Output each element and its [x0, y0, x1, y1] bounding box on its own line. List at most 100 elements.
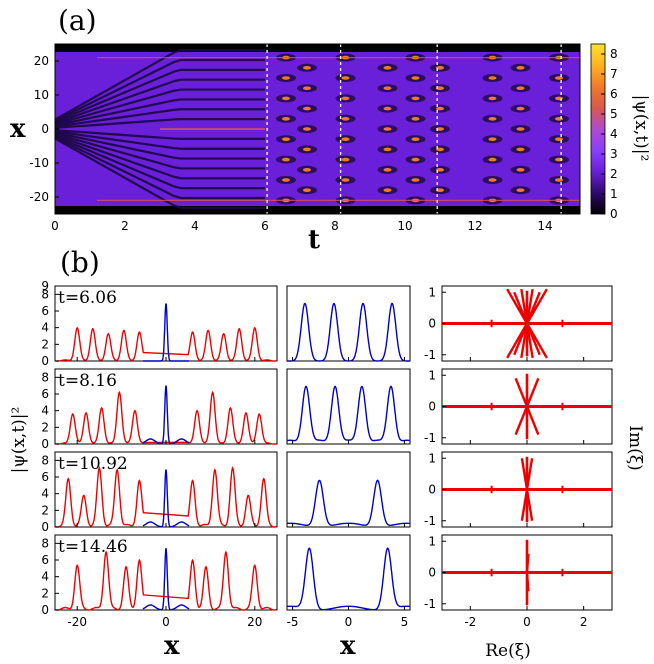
- spectrum-arm: [525, 323, 534, 359]
- heatmap-peak: [555, 157, 563, 162]
- heatmap-peak: [341, 76, 350, 80]
- line-xtick-label: -20: [67, 615, 87, 629]
- line-ytick-label: 8: [41, 370, 49, 384]
- spectrum-arm: [506, 288, 529, 325]
- spectrum-arm: [525, 377, 540, 407]
- heatmap-peak: [383, 127, 392, 131]
- heatmap-peak: [555, 76, 563, 80]
- heatmap-peak: [436, 106, 444, 111]
- heatmap-peak: [516, 147, 525, 152]
- spectrum-arm: [525, 553, 530, 573]
- lines-xlabel-mid: x: [340, 631, 356, 661]
- heatmap-fringe: [55, 135, 265, 190]
- line-curve-full: [55, 390, 277, 445]
- heatmap-xtick-label: 14: [537, 219, 552, 233]
- heatmap-peak: [411, 76, 420, 80]
- heatmap-peak: [282, 137, 290, 141]
- spectrum-ytick-label: 0: [428, 400, 436, 414]
- heatmap-fringe: [55, 68, 265, 123]
- line-curve-center: [142, 469, 190, 528]
- spectrum-xtick-label: -2: [464, 615, 476, 629]
- heatmap-peak: [555, 137, 563, 141]
- heatmap-peak: [282, 157, 290, 162]
- heatmap-fringe: [55, 132, 265, 170]
- heatmap-peak: [282, 117, 290, 121]
- zoom-panel-frame: [286, 368, 411, 445]
- colorbar: [590, 43, 606, 215]
- spectrum-arm: [525, 323, 541, 356]
- line-ytick-label: 8: [41, 287, 49, 301]
- colorbar-tick-label: 3: [610, 147, 618, 161]
- spectrum-arm: [520, 489, 529, 521]
- heatmap-peak: [303, 168, 311, 172]
- heatmap-peak: [303, 188, 311, 192]
- lines-xlabel-left: x: [164, 631, 180, 661]
- spectrum-arm: [520, 458, 529, 490]
- heatmap-ytick-label: 20: [34, 54, 49, 68]
- time-label: t=14.46: [58, 537, 128, 557]
- heatmap-peak: [383, 188, 392, 192]
- heatmap-peak: [383, 147, 392, 152]
- heatmap-peak: [411, 137, 420, 141]
- line-ytick-label-top: 9: [41, 279, 49, 293]
- colorbar-tick-label: 7: [610, 67, 618, 81]
- colorbar-label: |ψ(x,t)|²: [631, 95, 651, 162]
- heatmap-background: [55, 44, 580, 214]
- spectrum-ytick-label: 1: [428, 285, 436, 299]
- heatmap-field: [55, 44, 580, 214]
- panel-label-a: (a): [58, 4, 97, 37]
- spectrum-xtick-label: 0: [523, 615, 531, 629]
- heatmap-peak: [488, 157, 497, 162]
- spectrum-ytick-label: -1: [424, 514, 436, 528]
- heatmap-peak: [341, 96, 350, 101]
- spectrum-arm: [525, 291, 541, 324]
- heatmap-fringe: [55, 129, 265, 140]
- line-xtick-label: 0: [162, 615, 170, 629]
- spectrum-ytick-label: 0: [428, 317, 436, 331]
- spectrum-arm: [520, 288, 529, 324]
- colorbar-tick-label: 4: [610, 127, 618, 141]
- line-xtick-label: 20: [247, 615, 262, 629]
- colorbar-tick-label: 1: [610, 187, 618, 201]
- heatmap-peak: [341, 137, 350, 141]
- zoom-panel-frame: [286, 451, 411, 528]
- spectrum-xtick-label: 2: [580, 615, 588, 629]
- heatmap-peak: [516, 86, 525, 90]
- spectrum-ytick-label: 0: [428, 566, 436, 580]
- spectrum-ytick-label: -1: [424, 348, 436, 362]
- line-ytick-label: 6: [41, 387, 49, 401]
- heatmap-xlabel: t: [308, 225, 320, 255]
- zoom-xtick-label: 0: [345, 615, 353, 629]
- heatmap-peak: [282, 178, 290, 182]
- heatmap-peak: [341, 178, 350, 182]
- heatmap-fringe: [55, 118, 265, 129]
- heatmap-peak: [436, 127, 444, 131]
- line-ytick-label: 4: [41, 404, 49, 418]
- heatmap-axes: 0 2 4 6 8 10 12 14 -20 -10 0 10 20: [29, 54, 552, 233]
- heatmap-xtick-label: 4: [191, 219, 199, 233]
- heatmap-xtick-label: 10: [397, 219, 412, 233]
- heatmap-peak: [303, 147, 311, 152]
- heatmap-peak: [383, 66, 392, 70]
- line-ytick-label: 2: [41, 503, 49, 517]
- heatmap-fringe: [55, 130, 265, 150]
- time-label: t=10.92: [58, 454, 128, 474]
- heatmap-xtick-label: 2: [121, 219, 129, 233]
- heatmap-peak: [436, 168, 444, 172]
- spectrum-arm: [514, 406, 529, 436]
- spectrum-arm: [514, 377, 529, 407]
- line-curve-center: [142, 303, 190, 362]
- heatmap-peak: [516, 127, 525, 131]
- spectrum-xlabel: Re(ξ): [485, 641, 531, 661]
- zoom-curve: [287, 302, 410, 362]
- heatmap-peak: [411, 157, 420, 162]
- spectrum-arm: [525, 458, 534, 490]
- heatmap-peak: [436, 188, 444, 192]
- zoom-xtick-label: -5: [287, 615, 299, 629]
- spectrum-ytick-label: 1: [428, 368, 436, 382]
- line-ytick-label: 4: [41, 570, 49, 584]
- heatmap-peak: [488, 76, 497, 80]
- line-ytick-label: 4: [41, 321, 49, 335]
- spectrum-panels: -1 0 1 -1 0 1 -1 0 1 -1 0 1 -2 0 2: [424, 285, 613, 629]
- heatmap-ytick-label: -10: [29, 156, 49, 170]
